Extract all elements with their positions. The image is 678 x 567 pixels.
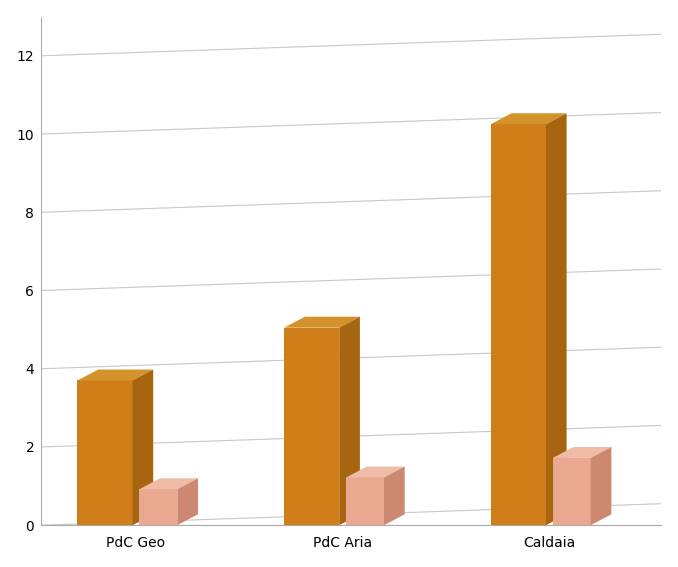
- Polygon shape: [346, 467, 405, 477]
- Polygon shape: [77, 370, 153, 380]
- Polygon shape: [132, 370, 153, 525]
- Polygon shape: [77, 380, 132, 525]
- Polygon shape: [346, 477, 384, 525]
- Polygon shape: [491, 113, 567, 124]
- Polygon shape: [339, 317, 360, 525]
- Polygon shape: [553, 447, 612, 458]
- Polygon shape: [140, 479, 198, 489]
- Polygon shape: [284, 328, 339, 525]
- Polygon shape: [140, 489, 178, 525]
- Polygon shape: [284, 317, 360, 328]
- Polygon shape: [546, 113, 567, 525]
- Polygon shape: [591, 447, 612, 525]
- Polygon shape: [384, 467, 405, 525]
- Polygon shape: [553, 458, 591, 525]
- Polygon shape: [178, 479, 198, 525]
- Polygon shape: [491, 124, 546, 525]
